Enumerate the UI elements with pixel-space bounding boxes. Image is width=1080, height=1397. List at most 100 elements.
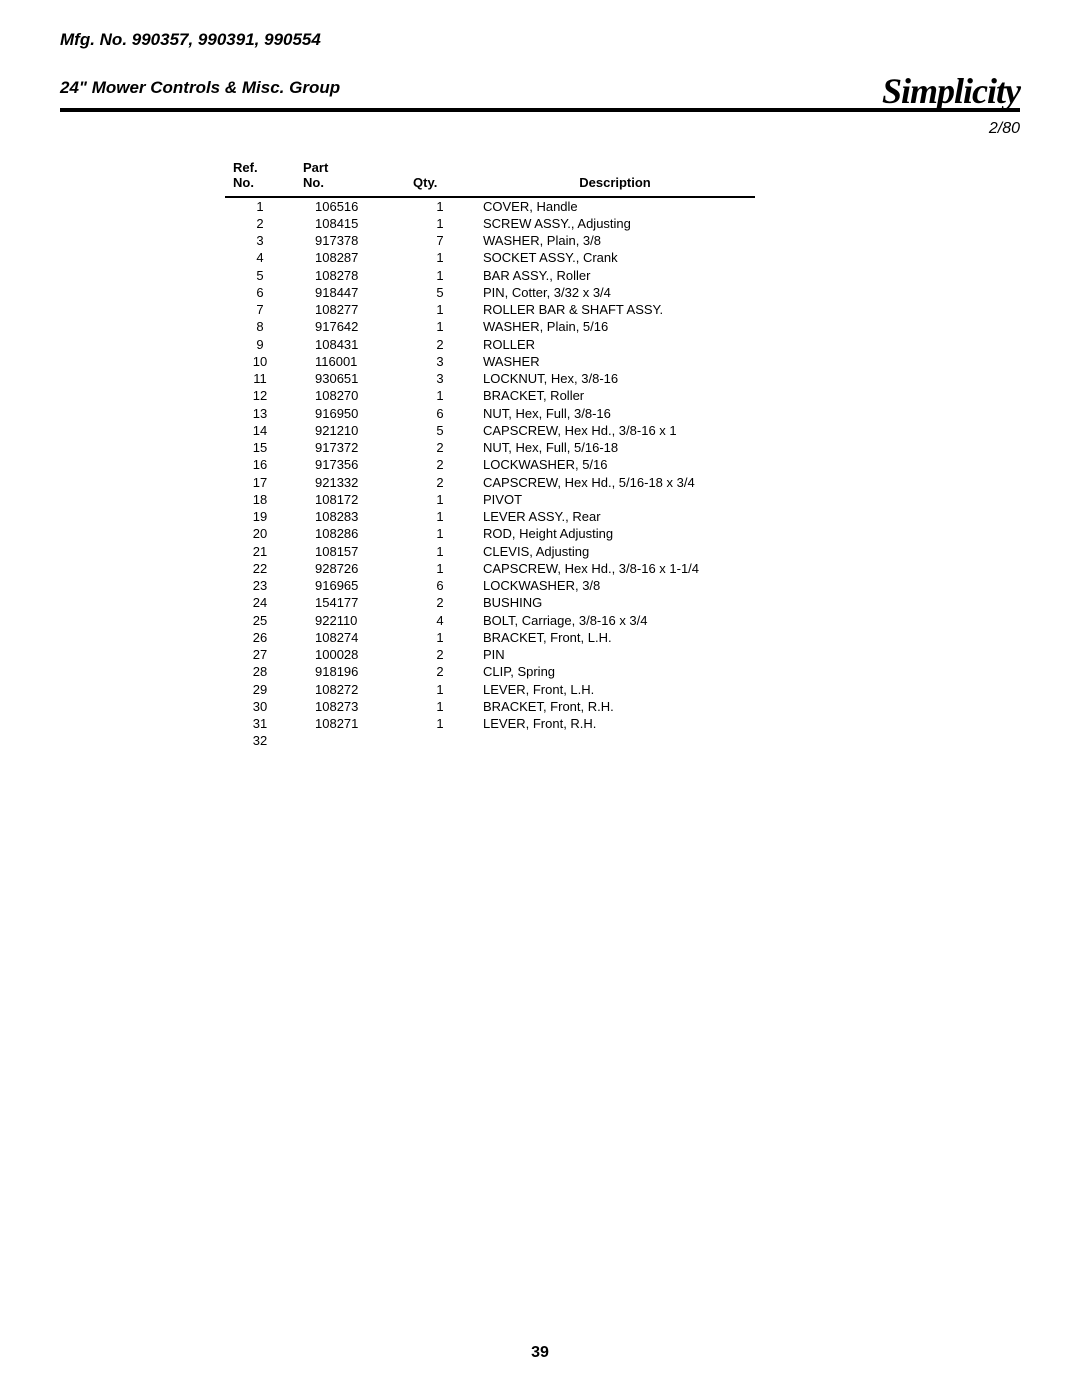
cell-part: 108277 <box>295 302 405 319</box>
header-ref-line2: No. <box>233 175 254 190</box>
header-section: Mfg. No. 990357, 990391, 990554 24" Mowe… <box>60 30 1020 98</box>
cell-description: BRACKET, Roller <box>475 388 755 405</box>
cell-ref: 13 <box>225 405 295 422</box>
table-row: 239169656LOCKWASHER, 3/8 <box>225 578 755 595</box>
header-desc-text: Description <box>579 175 651 190</box>
cell-qty: 1 <box>405 267 475 284</box>
table-row: 91084312ROLLER <box>225 336 755 353</box>
cell-ref: 27 <box>225 647 295 664</box>
cell-part: 108172 <box>295 491 405 508</box>
cell-part: 916950 <box>295 405 405 422</box>
mfg-number-line: Mfg. No. 990357, 990391, 990554 <box>60 30 1020 50</box>
cell-qty: 1 <box>405 509 475 526</box>
cell-part: 921332 <box>295 474 405 491</box>
cell-ref: 6 <box>225 284 295 301</box>
table-row: 179213322CAPSCREW, Hex Hd., 5/16-18 x 3/… <box>225 474 755 491</box>
cell-description: SOCKET ASSY., Crank <box>475 250 755 267</box>
cell-description: PIN <box>475 647 755 664</box>
cell-description: LOCKNUT, Hex, 3/8-16 <box>475 371 755 388</box>
cell-ref: 2 <box>225 215 295 232</box>
cell-description: NUT, Hex, Full, 5/16-18 <box>475 440 755 457</box>
cell-description: CAPSCREW, Hex Hd., 3/8-16 x 1-1/4 <box>475 560 755 577</box>
cell-description: WASHER, Plain, 3/8 <box>475 233 755 250</box>
group-title-line: 24" Mower Controls & Misc. Group <box>60 78 1020 98</box>
cell-description: SCREW ASSY., Adjusting <box>475 215 755 232</box>
table-row: 101160013WASHER <box>225 353 755 370</box>
cell-ref: 29 <box>225 681 295 698</box>
cell-qty: 1 <box>405 197 475 215</box>
header-qty-text: Qty. <box>413 175 437 190</box>
table-row: 301082731BRACKET, Front, R.H. <box>225 698 755 715</box>
cell-qty: 1 <box>405 302 475 319</box>
table-row: 11065161COVER, Handle <box>225 197 755 215</box>
table-row: 169173562LOCKWASHER, 5/16 <box>225 457 755 474</box>
table-row: 261082741BRACKET, Front, L.H. <box>225 629 755 646</box>
cell-part: 108270 <box>295 388 405 405</box>
table-row: 181081721PIVOT <box>225 491 755 508</box>
cell-description: CAPSCREW, Hex Hd., 5/16-18 x 3/4 <box>475 474 755 491</box>
cell-qty: 1 <box>405 681 475 698</box>
cell-description: CLEVIS, Adjusting <box>475 543 755 560</box>
cell-ref: 18 <box>225 491 295 508</box>
cell-qty: 1 <box>405 629 475 646</box>
cell-ref: 23 <box>225 578 295 595</box>
table-row: 41082871SOCKET ASSY., Crank <box>225 250 755 267</box>
cell-qty: 6 <box>405 578 475 595</box>
cell-ref: 7 <box>225 302 295 319</box>
cell-part: 108157 <box>295 543 405 560</box>
table-row: 311082711LEVER, Front, R.H. <box>225 716 755 733</box>
table-row: 51082781BAR ASSY., Roller <box>225 267 755 284</box>
cell-description: ROD, Height Adjusting <box>475 526 755 543</box>
cell-qty: 1 <box>405 388 475 405</box>
cell-part: 917372 <box>295 440 405 457</box>
header-part-line1: Part <box>303 160 328 175</box>
page-number: 39 <box>0 1344 1080 1362</box>
cell-part: 108287 <box>295 250 405 267</box>
cell-part: 108273 <box>295 698 405 715</box>
cell-qty: 1 <box>405 716 475 733</box>
cell-description: PIVOT <box>475 491 755 508</box>
table-row: 139169506NUT, Hex, Full, 3/8-16 <box>225 405 755 422</box>
cell-qty: 1 <box>405 491 475 508</box>
cell-part: 921210 <box>295 422 405 439</box>
cell-part: 922110 <box>295 612 405 629</box>
cell-part: 917642 <box>295 319 405 336</box>
cell-description: COVER, Handle <box>475 197 755 215</box>
cell-qty: 1 <box>405 543 475 560</box>
cell-qty: 2 <box>405 595 475 612</box>
cell-part: 108272 <box>295 681 405 698</box>
cell-ref: 31 <box>225 716 295 733</box>
cell-description: PIN, Cotter, 3/32 x 3/4 <box>475 284 755 301</box>
cell-part: 108283 <box>295 509 405 526</box>
cell-qty: 5 <box>405 284 475 301</box>
table-row: 289181962CLIP, Spring <box>225 664 755 681</box>
cell-ref: 10 <box>225 353 295 370</box>
cell-description: LOCKWASHER, 3/8 <box>475 578 755 595</box>
cell-part: 116001 <box>295 353 405 370</box>
cell-qty: 1 <box>405 560 475 577</box>
cell-description: BOLT, Carriage, 3/8-16 x 3/4 <box>475 612 755 629</box>
table-row: 149212105CAPSCREW, Hex Hd., 3/8-16 x 1 <box>225 422 755 439</box>
cell-ref: 16 <box>225 457 295 474</box>
cell-qty: 1 <box>405 526 475 543</box>
header-rule <box>60 108 1020 112</box>
header-qty: Qty. <box>405 158 475 197</box>
table-row: 32 <box>225 733 755 750</box>
cell-qty: 1 <box>405 319 475 336</box>
cell-qty: 1 <box>405 250 475 267</box>
cell-ref: 14 <box>225 422 295 439</box>
cell-part: 108286 <box>295 526 405 543</box>
simplicity-logo: Simplicity <box>882 70 1020 112</box>
cell-qty: 6 <box>405 405 475 422</box>
header-ref-line1: Ref. <box>233 160 258 175</box>
table-row: 229287261CAPSCREW, Hex Hd., 3/8-16 x 1-1… <box>225 560 755 577</box>
cell-ref: 15 <box>225 440 295 457</box>
cell-ref: 25 <box>225 612 295 629</box>
cell-description: CAPSCREW, Hex Hd., 3/8-16 x 1 <box>475 422 755 439</box>
table-row: 89176421WASHER, Plain, 5/16 <box>225 319 755 336</box>
cell-qty: 2 <box>405 647 475 664</box>
cell-part: 154177 <box>295 595 405 612</box>
cell-ref: 9 <box>225 336 295 353</box>
cell-description: CLIP, Spring <box>475 664 755 681</box>
table-row: 71082771ROLLER BAR & SHAFT ASSY. <box>225 302 755 319</box>
